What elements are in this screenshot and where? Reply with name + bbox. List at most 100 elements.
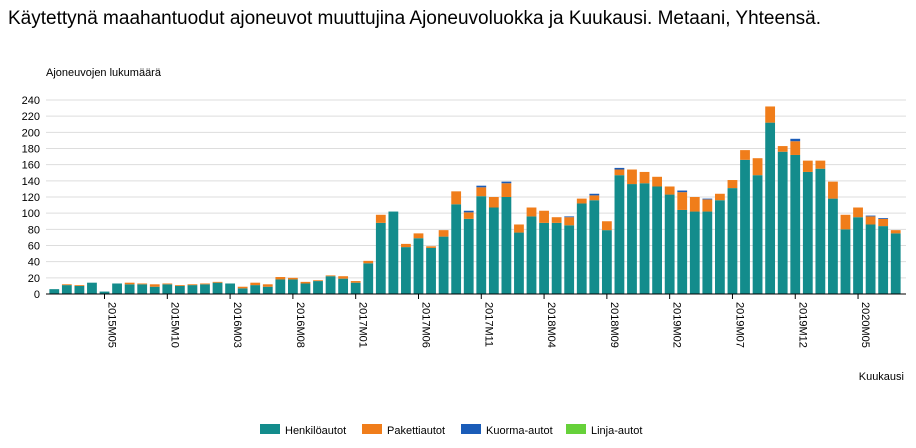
bar-henkil-autot-2019m12 xyxy=(790,154,801,294)
bar-pakettiautot-2020m01 xyxy=(802,160,813,172)
bar-henkil-autot-2020m07 xyxy=(878,226,889,294)
y-tick-label: 120 xyxy=(22,192,40,204)
bar-henkil-autot-2019m09 xyxy=(752,175,763,294)
x-tick-label: 2020M05 xyxy=(859,302,871,348)
bar-pakettiautot-2019m04 xyxy=(689,197,700,212)
bar-pakettiautot-2016m02 xyxy=(212,281,223,283)
bar-pakettiautot-2016m01 xyxy=(200,283,210,285)
x-tick-label: 2017M11 xyxy=(482,302,494,347)
y-tick-label: 200 xyxy=(22,127,40,139)
bar-pakettiautot-2017m08 xyxy=(438,230,449,237)
bar-kuorma-autot-2017m11 xyxy=(476,185,487,188)
y-tick-label: 80 xyxy=(28,224,40,236)
bar-pakettiautot-2017m03 xyxy=(375,214,386,223)
x-tick-label: 2016M03 xyxy=(231,302,243,348)
y-axis-ticks: 0 20 40 60 80 100 120 140 160 180 200 220 240 xyxy=(22,95,40,301)
gridlines xyxy=(46,99,906,295)
bar-pakettiautot-2016m07 xyxy=(275,277,286,280)
bar-henkil-autot-2015m08 xyxy=(137,284,148,294)
y-tick-label: 160 xyxy=(22,160,40,172)
bar-pakettiautot-2018m02 xyxy=(514,224,524,233)
bar-pakettiautot-2020m08 xyxy=(890,230,901,234)
chart-title: Käytettynä maahantuodut ajoneuvot muuttu… xyxy=(8,8,821,29)
legend-swatch xyxy=(362,424,382,434)
legend-label: Linja-autot xyxy=(591,425,642,437)
bar-henkil-autot-2019m03 xyxy=(677,209,688,294)
bar-pakettiautot-2016m11 xyxy=(325,275,336,277)
bar-pakettiautot-2020m05 xyxy=(853,207,863,218)
bar-henkil-autot-2018m04 xyxy=(539,222,549,294)
bar-pakettiautot-2017m07 xyxy=(426,246,436,248)
bar-pakettiautot-2017m01 xyxy=(350,281,361,283)
bar-kuorma-autot-2018m01 xyxy=(501,181,512,184)
bar-henkil-autot-2015m06 xyxy=(112,283,122,294)
bar-pakettiautot-2017m12 xyxy=(488,197,499,208)
bar-pakettiautot-2016m10 xyxy=(313,280,323,282)
x-tick-label: 2018M09 xyxy=(608,302,620,348)
bar-henkil-autot-2016m11 xyxy=(325,276,336,294)
bar-henkil-autot-2017m05 xyxy=(401,247,411,294)
x-tick-label: 2015M05 xyxy=(106,302,118,348)
bar-kuorma-autot-2019m12 xyxy=(790,138,801,142)
bar-pakettiautot-2020m02 xyxy=(815,160,826,169)
bar-henkil-autot-2015m02 xyxy=(61,285,72,294)
bar-henkil-autot-2019m07 xyxy=(727,188,738,294)
y-tick-label: 240 xyxy=(22,95,40,107)
bar-pakettiautot-2016m08 xyxy=(287,277,298,280)
bar-pakettiautot-2016m06 xyxy=(262,284,273,287)
bar-henkil-autot-2017m03 xyxy=(375,222,386,294)
bar-henkil-autot-2018m08 xyxy=(589,200,600,294)
bar-pakettiautot-2015m07 xyxy=(124,282,135,285)
bar-henkil-autot-2016m01 xyxy=(200,284,210,294)
bar-kuorma-autot-2020m07 xyxy=(878,218,889,219)
legend-label: Kuorma-autot xyxy=(486,425,553,437)
bar-henkil-autot-2019m06 xyxy=(714,200,725,294)
x-axis-ticks: 2015M05 2015M10 2016M03 2016M08 2017M01 2017M… xyxy=(104,294,871,348)
bar-pakettiautot-2016m05 xyxy=(250,282,261,286)
bar-pakettiautot-2018m09 xyxy=(601,221,612,231)
y-tick-label: 140 xyxy=(22,176,40,188)
legend-label: Pakettiautot xyxy=(387,425,445,437)
bar-pakettiautot-2015m09 xyxy=(149,284,160,287)
bar-henkil-autot-2018m11 xyxy=(627,184,637,294)
x-tick-label: 2019M02 xyxy=(671,302,683,348)
bar-pakettiautot-2020m06 xyxy=(865,216,876,225)
bar-henkil-autot-2017m12 xyxy=(488,207,499,294)
y-tick-label: 0 xyxy=(34,289,40,301)
bar-pakettiautot-2019m08 xyxy=(740,150,750,160)
bar-henkil-autot-2017m09 xyxy=(451,204,462,294)
bar-kuorma-autot-2019m03 xyxy=(677,190,688,193)
bar-henkil-autot-2018m06 xyxy=(564,225,575,294)
bar-henkil-autot-2018m02 xyxy=(514,232,524,294)
bar-pakettiautot-2019m09 xyxy=(752,158,763,176)
bar-henkil-autot-2016m08 xyxy=(287,279,298,294)
bar-henkil-autot-2019m10 xyxy=(765,122,776,294)
bars xyxy=(49,106,901,294)
bar-pakettiautot-2015m02 xyxy=(61,284,72,286)
bar-pakettiautot-2017m02 xyxy=(363,260,374,264)
y-axis-label: Ajoneuvojen lukumäärä xyxy=(46,67,162,79)
bar-henkil-autot-2016m02 xyxy=(212,282,223,294)
bar-henkil-autot-2018m07 xyxy=(576,203,587,294)
bar-henkil-autot-2019m08 xyxy=(740,159,750,294)
bar-henkil-autot-2016m12 xyxy=(338,278,349,294)
bar-henkil-autot-2015m12 xyxy=(187,285,198,294)
bar-henkil-autot-2019m11 xyxy=(777,151,788,294)
bar-pakettiautot-2016m09 xyxy=(300,281,311,284)
bar-pakettiautot-2019m03 xyxy=(677,192,688,210)
bar-pakettiautot-2020m07 xyxy=(878,218,889,227)
bar-pakettiautot-2017m10 xyxy=(463,212,474,219)
y-tick-label: 20 xyxy=(28,273,40,285)
bar-henkil-autot-2020m04 xyxy=(840,229,851,294)
bar-henkil-autot-2015m04 xyxy=(87,282,97,294)
bar-kuorma-autot-2018m08 xyxy=(589,193,600,196)
bar-henkil-autot-2015m09 xyxy=(149,286,160,294)
legend-swatch xyxy=(260,424,280,434)
bar-pakettiautot-2018m01 xyxy=(501,183,512,197)
bar-henkil-autot-2016m06 xyxy=(262,286,273,294)
bar-pakettiautot-2015m03 xyxy=(74,285,85,286)
bar-pakettiautot-2018m03 xyxy=(526,207,537,217)
legend: Henkilöautot Pakettiautot Kuorma-autot Linj… xyxy=(260,424,642,437)
bar-henkil-autot-2016m09 xyxy=(300,283,311,294)
x-tick-label: 2017M06 xyxy=(419,302,431,348)
